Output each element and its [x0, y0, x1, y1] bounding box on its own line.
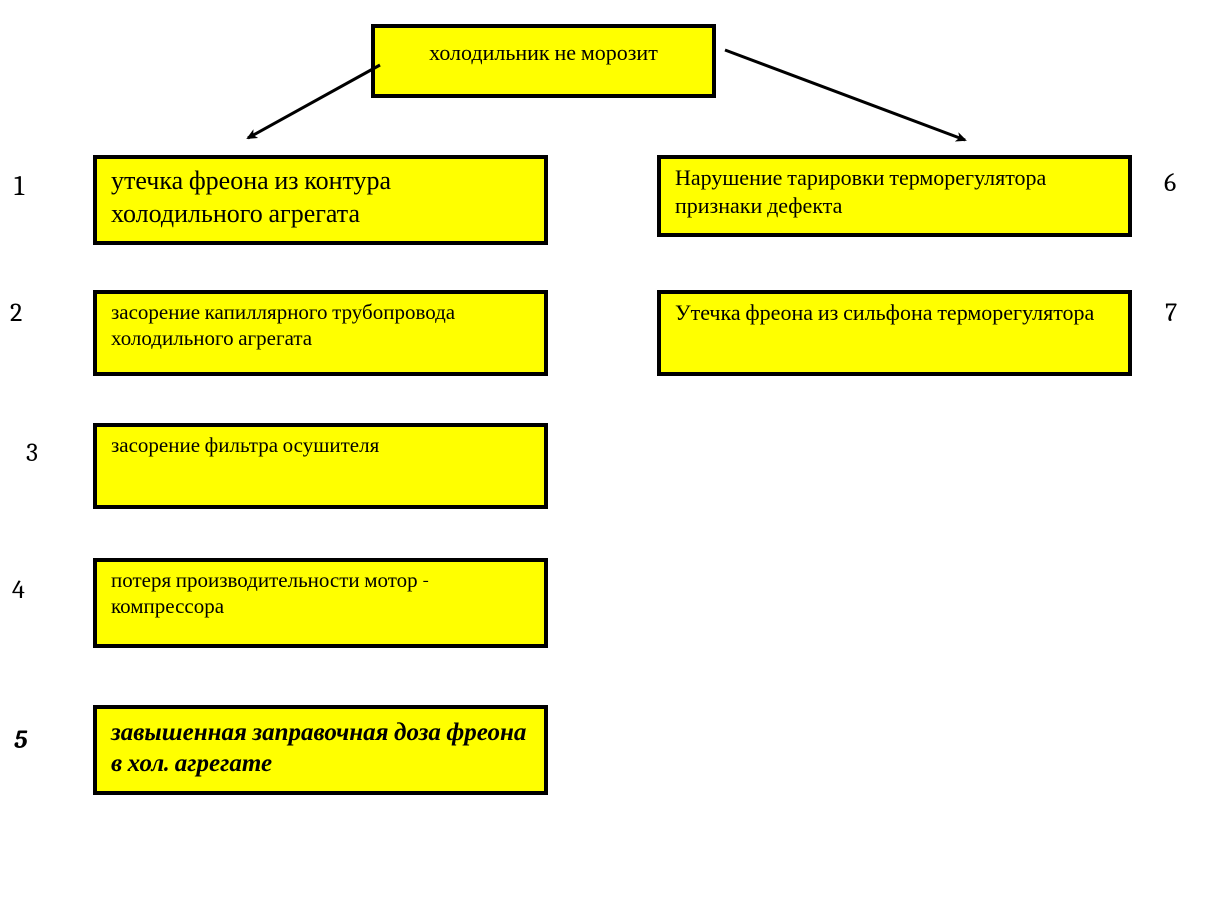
node-number-4-text: 4 [12, 575, 25, 605]
node-1: утечка фреона из контура холодильного аг… [93, 155, 548, 245]
node-number-3-text: 3 [26, 438, 38, 468]
node-number-4: 4 [12, 575, 25, 605]
node-number-5: 5 [14, 725, 28, 755]
diagram-canvas: холодильник не морозит 1 утечка фреона и… [0, 0, 1209, 897]
node-7-text: Утечка фреона из сильфона терморегулятор… [675, 300, 1094, 326]
node-5: завышенная заправочная доза фреона в хол… [93, 705, 548, 795]
node-number-6: 6 [1164, 168, 1176, 198]
node-number-5-text: 5 [14, 725, 28, 755]
node-2: засорение капиллярного трубопровода холо… [93, 290, 548, 376]
node-number-2-text: 2 [10, 298, 22, 328]
node-4-text: потеря производительности мотор - компре… [111, 569, 429, 619]
node-2-text: засорение капиллярного трубопровода холо… [111, 301, 455, 351]
node-7: Утечка фреона из сильфона терморегулятор… [657, 290, 1132, 376]
node-6: Нарушение тарировки терморегулятора приз… [657, 155, 1132, 237]
node-number-6-text: 6 [1164, 168, 1176, 198]
node-number-1: 1 [14, 170, 24, 202]
node-4: потеря производительности мотор - компре… [93, 558, 548, 648]
arrow-left [230, 60, 390, 150]
arrow-right [720, 45, 980, 155]
node-number-3: 3 [26, 438, 38, 468]
node-number-7: 7 [1165, 298, 1177, 328]
node-3-text: засорение фильтра осушителя [111, 434, 379, 458]
node-1-text: утечка фреона из контура холодильного аг… [111, 166, 391, 229]
node-number-1-text: 1 [14, 170, 24, 202]
node-3: засорение фильтра осушителя [93, 423, 548, 509]
node-5-text: завышенная заправочная доза фреона в хол… [111, 718, 526, 778]
root-node-text: холодильник не морозит [429, 40, 658, 66]
node-number-2: 2 [10, 298, 22, 328]
node-number-7-text: 7 [1165, 298, 1177, 328]
root-node: холодильник не морозит [371, 24, 716, 98]
node-6-text: Нарушение тарировки терморегулятора приз… [675, 165, 1046, 219]
